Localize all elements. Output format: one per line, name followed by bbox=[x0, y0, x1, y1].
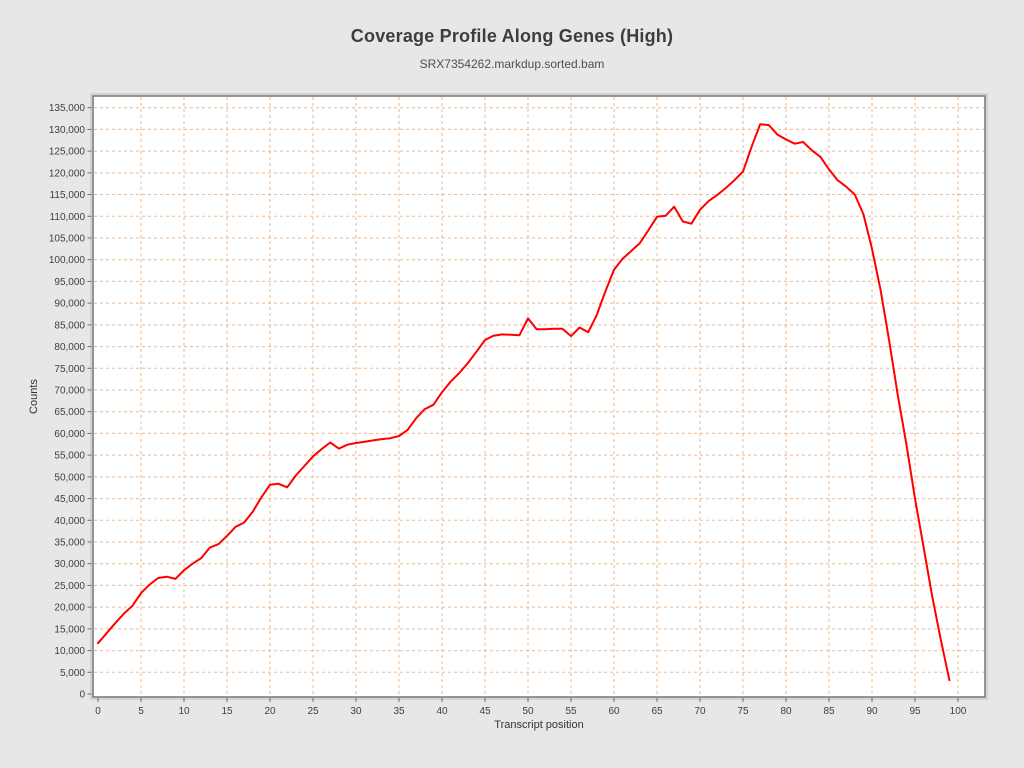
y-axis-title: Counts bbox=[28, 379, 40, 414]
y-tick-label: 40,000 bbox=[54, 516, 85, 527]
y-tick-label: 15,000 bbox=[54, 624, 85, 635]
y-tick-label: 90,000 bbox=[54, 299, 85, 310]
x-tick-label: 55 bbox=[565, 706, 577, 717]
x-tick-label: 30 bbox=[350, 706, 362, 717]
x-tick-label: 35 bbox=[393, 706, 405, 717]
x-tick-label: 20 bbox=[264, 706, 276, 717]
x-tick-label: 75 bbox=[737, 706, 749, 717]
y-tick-label: 115,000 bbox=[50, 190, 86, 201]
plot-frame bbox=[92, 95, 986, 698]
y-tick-label: 130,000 bbox=[49, 125, 86, 136]
x-tick-label: 90 bbox=[866, 706, 878, 717]
y-tick-label: 55,000 bbox=[54, 451, 85, 462]
y-tick-label: 125,000 bbox=[49, 147, 86, 158]
y-tick-label: 75,000 bbox=[54, 364, 85, 375]
x-tick-label: 65 bbox=[651, 706, 663, 717]
x-tick-label: 0 bbox=[95, 706, 101, 717]
x-tick-label: 25 bbox=[307, 706, 319, 717]
y-tick-label: 50,000 bbox=[54, 472, 85, 483]
chart-title: Coverage Profile Along Genes (High) bbox=[350, 26, 674, 46]
x-tick-label: 15 bbox=[221, 706, 233, 717]
y-tick-label: 5,000 bbox=[60, 668, 85, 679]
y-tick-label: 95,000 bbox=[54, 277, 85, 288]
x-tick-label: 80 bbox=[780, 706, 792, 717]
x-tick-label: 100 bbox=[950, 706, 967, 717]
y-tick-label: 65,000 bbox=[54, 407, 85, 418]
y-tick-label: 60,000 bbox=[54, 429, 85, 440]
y-tick-label: 85,000 bbox=[54, 320, 85, 331]
y-tick-label: 135,000 bbox=[49, 103, 86, 114]
y-tick-label: 25,000 bbox=[54, 581, 85, 592]
y-tick-label: 100,000 bbox=[49, 255, 86, 266]
y-tick-label: 110,000 bbox=[50, 212, 86, 223]
plot-background bbox=[93, 96, 985, 697]
x-tick-label: 85 bbox=[823, 706, 835, 717]
plot-frame-outer bbox=[90, 93, 988, 700]
x-axis-title: Transcript position bbox=[494, 719, 583, 731]
y-tick-label: 120,000 bbox=[49, 168, 86, 179]
y-tick-label: 45,000 bbox=[54, 494, 85, 505]
y-tick-label: 0 bbox=[79, 690, 85, 701]
x-tick-label: 50 bbox=[522, 706, 534, 717]
y-tick-label: 35,000 bbox=[54, 537, 85, 548]
x-tick-label: 5 bbox=[138, 706, 144, 717]
coverage-series-line bbox=[97, 123, 951, 682]
chart-subtitle: SRX7354262.markdup.sorted.bam bbox=[419, 57, 605, 71]
y-tick-label: 80,000 bbox=[54, 342, 85, 353]
x-tick-label: 70 bbox=[694, 706, 706, 717]
y-tick-label: 70,000 bbox=[54, 385, 85, 396]
y-tick-label: 30,000 bbox=[54, 559, 85, 570]
x-tick-label: 95 bbox=[909, 706, 921, 717]
x-tick-label: 40 bbox=[436, 706, 448, 717]
y-tick-label: 10,000 bbox=[54, 646, 85, 657]
x-tick-label: 45 bbox=[479, 706, 491, 717]
y-tick-label: 20,000 bbox=[54, 603, 85, 614]
x-tick-label: 60 bbox=[608, 706, 620, 717]
x-tick-label: 10 bbox=[178, 706, 190, 717]
y-tick-label: 105,000 bbox=[49, 233, 86, 244]
